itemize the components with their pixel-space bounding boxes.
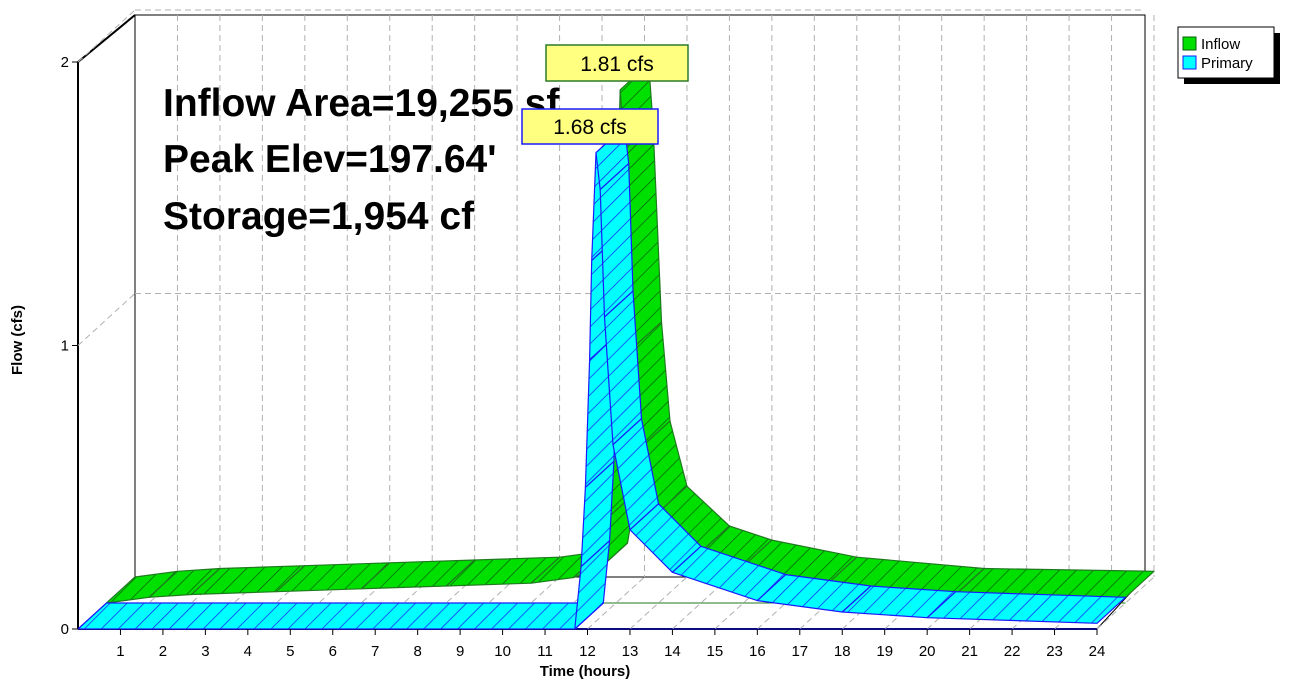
- left-wall-top-edge: [77, 14, 136, 63]
- x-tick-label: 16: [749, 643, 766, 660]
- x-tick-label: 10: [494, 643, 511, 660]
- y-axis-title: Flow (cfs): [9, 305, 26, 375]
- x-tick-label: 2: [159, 643, 167, 660]
- x-tick-label: 4: [244, 643, 252, 660]
- legend-label-primary: Primary: [1201, 55, 1253, 72]
- x-tick-label: 8: [413, 643, 421, 660]
- x-tick-label: 12: [579, 643, 596, 660]
- x-tick-label: 24: [1089, 643, 1106, 660]
- floor-grid-line: [1096, 576, 1155, 630]
- x-tick-label: 21: [961, 643, 978, 660]
- floor-grid-line: [587, 576, 645, 630]
- x-axis-title: Time (hours): [540, 663, 631, 680]
- x-tick-label: 9: [456, 643, 464, 660]
- y-tick-label: 1: [61, 338, 69, 355]
- series-primary-ribbon-segment: [77, 602, 604, 630]
- annotation-block: Inflow Area=19,255 sf Peak Elev=197.64' …: [163, 82, 560, 238]
- x-tick-label: 22: [1004, 643, 1021, 660]
- annotation-storage: Storage=1,954 cf: [163, 195, 475, 238]
- primary-peak-box: [521, 108, 659, 145]
- x-tick-label: 5: [286, 643, 294, 660]
- x-tick-label: 19: [876, 643, 893, 660]
- series-primary-ribbon-segment: [926, 591, 1127, 624]
- x-tick-label: 13: [622, 643, 639, 660]
- legend: Inflow Primary: [1177, 26, 1280, 84]
- x-tick-label: 14: [664, 643, 681, 660]
- x-tick-label: 18: [834, 643, 851, 660]
- legend-label-inflow: Inflow: [1201, 36, 1240, 53]
- legend-swatch-inflow: [1182, 36, 1197, 51]
- series-layer: [77, 63, 1155, 630]
- ticks-layer: 1 2 3 4 5 6 7 8 9 10 11 12 13 14 15 16 17 18 19 20 21 22 23 240…: [61, 54, 1106, 660]
- x-tick-label: 20: [919, 643, 936, 660]
- x-tick-label: 6: [329, 643, 337, 660]
- legend-swatch-primary: [1182, 55, 1197, 70]
- series-primary-ribbon-segment: [599, 163, 634, 318]
- side-grid-line: [77, 9, 136, 63]
- x-tick-label: 15: [707, 643, 724, 660]
- x-tick-label: 1: [116, 643, 124, 660]
- y-tick-label: 2: [61, 54, 69, 71]
- x-tick-label: 11: [537, 643, 553, 660]
- inflow-peak-box: [545, 44, 689, 82]
- inflow-peak-callout: 1.81 cfs: [545, 44, 689, 82]
- annotation-inflow-area: Inflow Area=19,255 sf: [163, 82, 560, 125]
- x-tick-label: 17: [791, 643, 808, 660]
- primary-peak-callout: 1.68 cfs: [521, 108, 659, 145]
- floor-grid-line: [629, 576, 688, 630]
- x-tick-label: 7: [371, 643, 379, 660]
- inflow-peak-label: 1.81 cfs: [580, 53, 654, 76]
- annotation-peak-elev: Peak Elev=197.64': [163, 138, 496, 181]
- x-tick-label: 23: [1046, 643, 1063, 660]
- primary-peak-label: 1.68 cfs: [553, 116, 627, 139]
- side-grid-line: [77, 293, 136, 346]
- y-tick-label: 0: [61, 621, 69, 638]
- x-tick-label: 3: [201, 643, 209, 660]
